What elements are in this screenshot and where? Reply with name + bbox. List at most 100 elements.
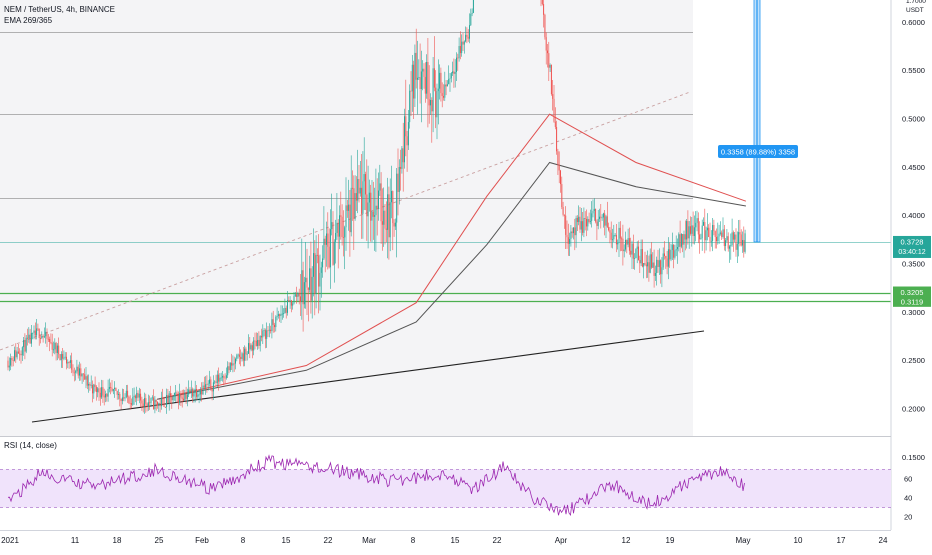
candle-body	[84, 374, 86, 380]
candle-body	[289, 300, 291, 302]
candle-body	[420, 71, 422, 89]
time-axis[interactable]: 2021 11 18 25 Feb 8 15 22 Mar 8 15 22 Apr 12 19 May 10 17…	[1, 536, 888, 545]
candle-body	[315, 254, 317, 295]
candle-body	[302, 270, 304, 305]
candle-body	[146, 403, 148, 407]
candle-body	[582, 221, 584, 233]
price-tick-label: 0.1500	[902, 453, 925, 462]
candle-body	[628, 238, 630, 251]
candle-body	[640, 249, 642, 264]
time-tick-label: 19	[666, 536, 675, 545]
candle-body	[194, 388, 196, 394]
candle-body	[340, 215, 342, 217]
support-2-value: 0.3119	[901, 297, 923, 306]
candle-body	[682, 233, 684, 245]
ema-legend[interactable]: EMA 269/365	[4, 16, 53, 25]
candle-body	[41, 335, 43, 339]
candle-body	[89, 383, 91, 386]
candle-body	[362, 181, 364, 214]
candle-body	[630, 250, 632, 255]
candle-body	[544, 14, 546, 38]
candle-body	[245, 348, 247, 355]
candle-body	[597, 218, 599, 226]
candle-body	[437, 88, 439, 92]
candle-body	[268, 329, 270, 331]
candle-body	[583, 218, 585, 233]
candle-body	[283, 313, 285, 315]
candle-body	[561, 184, 563, 207]
time-tick-label: 22	[493, 536, 502, 545]
candle-body	[307, 287, 309, 290]
rsi-axis[interactable]: 60 40 20	[904, 475, 912, 522]
candle-body	[184, 393, 186, 401]
candle-body	[602, 213, 604, 218]
candle-body	[138, 393, 140, 398]
rsi-pane	[0, 454, 891, 517]
candle-body	[281, 313, 283, 315]
candle-body	[415, 52, 417, 80]
candle-body	[251, 345, 253, 351]
candle-body	[79, 368, 80, 376]
candle-body	[177, 395, 179, 403]
candle-body	[370, 192, 372, 221]
candle-body	[272, 319, 274, 325]
rsi-legend[interactable]: RSI (14, close)	[4, 441, 57, 450]
candle-body	[133, 395, 135, 398]
time-tick-label: 8	[241, 536, 246, 545]
candle-body	[638, 246, 639, 261]
candle-body	[300, 296, 301, 302]
candle-body	[14, 350, 15, 361]
price-tick-label: 0.5000	[902, 114, 925, 123]
candle-body	[397, 173, 399, 192]
candle-body	[739, 232, 741, 235]
candle-body	[418, 77, 420, 79]
price-tick-label: 0.4500	[902, 163, 925, 172]
candle-body	[333, 241, 335, 265]
candle-body	[150, 398, 152, 403]
symbol-title[interactable]: NEM / TetherUS, 4h, BINANCE	[4, 5, 115, 14]
candle-body	[222, 376, 223, 378]
candle-body	[124, 397, 126, 399]
ema-lines	[157, 113, 747, 400]
candle-body	[297, 293, 299, 297]
candle-body	[344, 227, 346, 238]
candle-body	[631, 243, 633, 255]
candle-body	[185, 393, 187, 399]
candle-body	[622, 238, 624, 252]
candle-body	[309, 268, 311, 290]
candle-body	[76, 366, 78, 372]
candle-body	[119, 393, 121, 399]
candle-body	[329, 229, 331, 268]
candle-body	[405, 116, 407, 137]
candle-body	[254, 340, 256, 342]
price-axis[interactable]: 1.00000.95000.90000.85000.80000.75000.70…	[902, 0, 926, 462]
candle-body	[459, 46, 461, 54]
candle-body	[320, 267, 322, 273]
candle-body	[610, 232, 612, 240]
candle-body	[713, 224, 715, 232]
candle-body	[17, 351, 19, 354]
candle-body	[657, 259, 659, 267]
candle-body	[627, 238, 629, 245]
candle-body	[319, 272, 321, 287]
candle-body	[457, 57, 459, 59]
candle-body	[63, 357, 65, 359]
candle-body	[365, 174, 366, 195]
candle-body	[12, 360, 14, 361]
candle-body	[456, 57, 457, 73]
candle-body	[134, 395, 136, 399]
candle-body	[472, 0, 474, 13]
candle-body	[97, 388, 99, 392]
candle-body	[557, 151, 559, 165]
candle-body	[197, 394, 199, 397]
candle-body	[153, 397, 155, 410]
measure-tool[interactable]: 0.3358 (89.88%) 3358	[718, 0, 798, 243]
candle-body	[246, 353, 248, 355]
candle-body	[235, 358, 236, 364]
trend-lines[interactable]	[0, 91, 705, 423]
candle-body	[686, 221, 688, 240]
candle-body	[692, 225, 694, 237]
candle-body	[385, 228, 387, 230]
resistance-dashed-trendline	[0, 91, 691, 351]
